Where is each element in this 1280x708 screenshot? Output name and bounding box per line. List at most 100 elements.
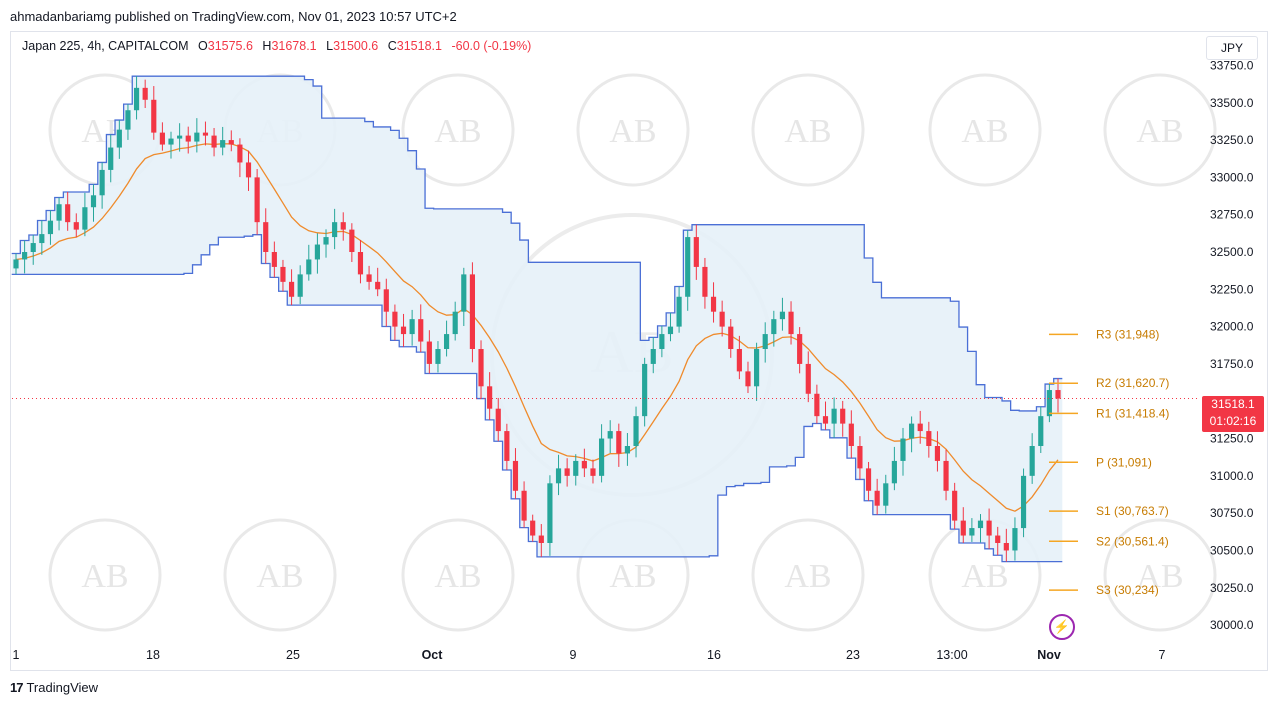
candle-body [667, 326, 674, 335]
candle-body [650, 349, 656, 364]
candle-body [745, 371, 751, 387]
candle-body [659, 334, 665, 349]
x-tick-label: 9 [570, 648, 577, 662]
candle-body [211, 135, 217, 148]
candle-body [142, 87, 148, 100]
channel-lower-line [11, 234, 1063, 563]
high-value: 31678.1 [271, 39, 317, 53]
open-value: 31575.6 [207, 39, 253, 53]
candle-body [409, 319, 415, 335]
candle-body [323, 237, 329, 245]
x-tick-label: 25 [286, 648, 300, 662]
watermark-circle [928, 73, 1042, 187]
y-tick-label: 30000.0 [1210, 618, 1254, 632]
brand-name[interactable]: TradingView [26, 680, 99, 695]
tradingview-logo-icon[interactable]: 17 [10, 680, 24, 695]
candle-body [65, 204, 71, 223]
watermark-circle [751, 518, 865, 632]
candle-body [194, 132, 200, 142]
y-tick-label: 33000.0 [1210, 170, 1254, 184]
watermark-text: AB [961, 558, 1008, 595]
close-label: C [387, 39, 397, 53]
candle-body [133, 87, 140, 111]
watermark-text: AB [434, 113, 481, 150]
candle-body [676, 296, 682, 327]
candle-body [383, 289, 389, 312]
candle-body [512, 460, 519, 491]
x-tick-label: 1 [13, 648, 20, 662]
pivot-label: S2 (30,561.4) [1096, 534, 1169, 548]
candle-body [340, 222, 346, 230]
watermark-circle [1103, 73, 1217, 187]
candle-body [934, 446, 941, 461]
pivot-label: S1 (30,763.7) [1096, 504, 1169, 518]
candle-body [943, 460, 949, 491]
y-tick-label: 32500.0 [1210, 245, 1254, 259]
candle-body [263, 222, 269, 252]
candle-body [1029, 446, 1035, 476]
candle-body [642, 363, 648, 417]
candle-body [297, 274, 303, 297]
watermark-text: AB [1136, 113, 1183, 150]
candle-body [702, 266, 708, 297]
candle-body [400, 326, 407, 335]
last-price-tag: 31518.1 01:02:16 [1202, 396, 1264, 432]
candle-body [633, 416, 639, 446]
candle-body [108, 147, 114, 170]
currency-button[interactable]: JPY [1206, 36, 1258, 60]
candle-body [314, 244, 320, 260]
candle-body [848, 423, 854, 446]
y-tick-label: 31000.0 [1210, 469, 1254, 483]
pivot-label: S3 (30,234) [1096, 583, 1159, 597]
pivot-label: R1 (31,418.4) [1096, 406, 1169, 420]
watermark-circle [751, 73, 865, 187]
candle-body [573, 460, 579, 476]
candle-body [426, 341, 432, 364]
last-price-value: 31518.1 [1211, 397, 1255, 411]
candle-body [469, 274, 475, 349]
candle-body [220, 140, 226, 148]
watermark-circle [576, 73, 690, 187]
candle-body [1012, 528, 1018, 551]
candle-body [202, 132, 209, 136]
y-tick-label: 31750.0 [1210, 357, 1254, 371]
candle-body [831, 408, 837, 424]
candle-body [788, 311, 794, 335]
candle-body [168, 138, 174, 145]
x-tick-label: Nov [1037, 648, 1061, 662]
pivot-label: R3 (31,948) [1096, 327, 1159, 341]
x-tick-label: Oct [422, 648, 444, 662]
candle-body [728, 326, 734, 349]
candle-body [797, 334, 803, 364]
bar-countdown: 01:02:16 [1209, 414, 1257, 428]
watermark-circle [1103, 518, 1217, 632]
watermark-text: AB [609, 113, 656, 150]
candle-body [228, 140, 234, 145]
candle-body [151, 99, 157, 133]
candle-body [56, 204, 62, 221]
candle-body [969, 528, 975, 536]
lightning-icon[interactable]: ⚡ [1049, 614, 1075, 640]
candle-body [710, 296, 717, 312]
watermark-text: AB [961, 113, 1008, 150]
candle-body [90, 195, 97, 208]
close-value: 31518.1 [396, 39, 442, 53]
candle-body [581, 460, 587, 469]
candle-body [280, 266, 286, 282]
candle-body [521, 490, 527, 521]
x-tick-label: 7 [1159, 648, 1166, 662]
footer: 17 TradingView [10, 680, 98, 695]
candle-body [607, 431, 613, 439]
watermark-text: AB [609, 558, 656, 595]
candle-body [754, 349, 760, 387]
symbol-label[interactable]: Japan 225, 4h, CAPITALCOM [22, 39, 189, 53]
watermark-text: AB [434, 558, 481, 595]
candle-body [332, 222, 338, 238]
candle-body [693, 237, 699, 267]
candle-body [271, 252, 277, 267]
y-tick-label: 33250.0 [1210, 133, 1254, 147]
candle-body [762, 334, 768, 349]
watermark-text: AB [81, 558, 128, 595]
candle-body [564, 468, 570, 476]
